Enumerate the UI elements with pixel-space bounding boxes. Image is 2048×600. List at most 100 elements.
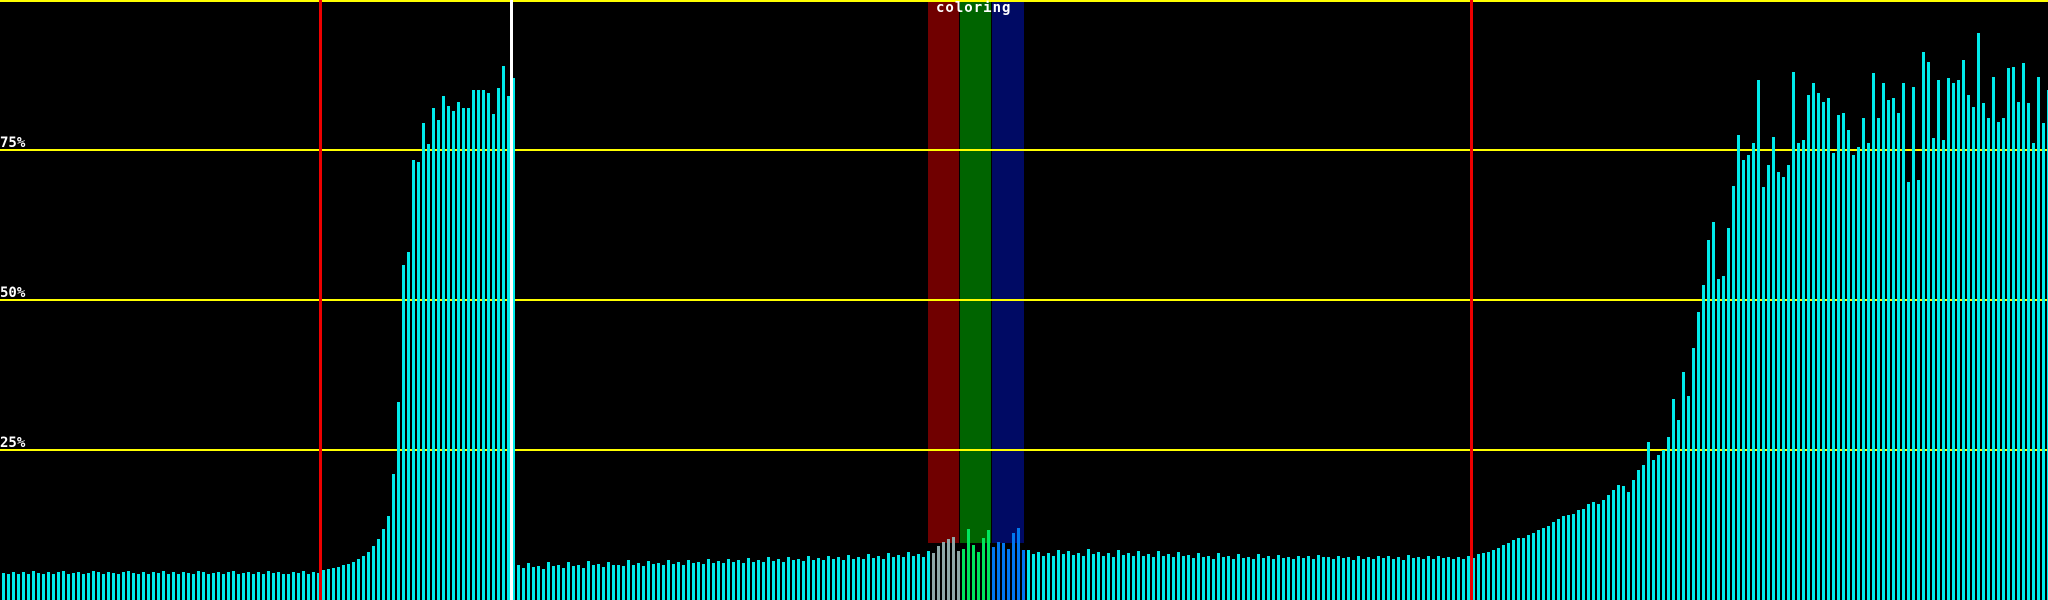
gridline-label-75: 75%	[0, 135, 26, 151]
histogram-bar	[402, 265, 405, 600]
histogram-bar	[77, 572, 80, 600]
histogram-bar	[1667, 437, 1670, 600]
histogram-bar	[1552, 522, 1555, 600]
histogram-bar	[367, 552, 370, 600]
histogram-bar	[182, 572, 185, 600]
histogram-bar	[1997, 122, 2000, 600]
histogram-bar	[127, 571, 130, 600]
histogram-bar	[487, 93, 490, 600]
histogram-bar	[1062, 554, 1065, 600]
histogram-bar	[542, 569, 545, 600]
histogram-bar	[247, 572, 250, 600]
histogram-bar	[957, 551, 960, 600]
histogram-bar	[1482, 553, 1485, 600]
histogram-bar	[1562, 516, 1565, 600]
marker-red-right	[1470, 0, 1473, 600]
histogram-bar	[1977, 33, 1980, 600]
histogram-bar	[1492, 550, 1495, 600]
histogram-bar	[1157, 551, 1160, 600]
histogram-bar	[592, 565, 595, 600]
histogram-bar	[1632, 480, 1635, 600]
histogram-bar	[87, 573, 90, 600]
histogram-bar	[1067, 551, 1070, 600]
histogram-bar	[117, 574, 120, 600]
histogram-bar	[457, 102, 460, 600]
histogram-bar	[1282, 558, 1285, 600]
histogram-bar	[382, 529, 385, 600]
histogram-bar	[357, 559, 360, 600]
histogram-bar	[452, 111, 455, 600]
histogram-bar	[707, 559, 710, 600]
histogram-bar	[297, 573, 300, 600]
histogram-bar	[92, 571, 95, 600]
histogram-bar	[347, 564, 350, 600]
histogram-bar	[1772, 137, 1775, 600]
histogram-bar	[17, 574, 20, 600]
histogram-bar	[1742, 160, 1745, 600]
histogram-bar	[1312, 559, 1315, 600]
histogram-bar	[287, 574, 290, 600]
histogram-bar	[2042, 123, 2045, 600]
histogram-bar	[777, 559, 780, 600]
histogram-bar	[1332, 559, 1335, 600]
histogram-bar	[572, 566, 575, 600]
histogram-bar	[1132, 556, 1135, 600]
histogram-bar	[187, 573, 190, 600]
histogram-bar	[877, 556, 880, 600]
histogram-bar	[1592, 502, 1595, 600]
histogram-bar	[757, 560, 760, 600]
histogram-bar	[1102, 556, 1105, 600]
histogram-bar	[1622, 486, 1625, 600]
histogram-bar	[1922, 52, 1925, 600]
histogram-bar	[1197, 553, 1200, 600]
histogram-bar	[1522, 538, 1525, 600]
histogram-bar	[1672, 399, 1675, 600]
histogram-bar	[1932, 138, 1935, 600]
histogram-bar	[1617, 485, 1620, 600]
histogram-bar	[157, 573, 160, 600]
histogram-bar	[682, 565, 685, 600]
histogram-bar	[282, 574, 285, 600]
histogram-bar	[1417, 557, 1420, 600]
histogram-bar	[1362, 559, 1365, 600]
histogram-bar	[547, 562, 550, 600]
histogram-bar	[1287, 557, 1290, 600]
histogram-bar	[1227, 556, 1230, 600]
histogram-bar	[1042, 556, 1045, 600]
histogram-bar	[522, 568, 525, 600]
histogram-bar	[442, 96, 445, 600]
histogram-bar	[1407, 555, 1410, 600]
histogram-bar	[842, 560, 845, 600]
histogram-bar	[292, 572, 295, 600]
histogram-bar	[412, 160, 415, 600]
histogram-bar	[2032, 143, 2035, 600]
histogram-bar	[417, 162, 420, 600]
histogram-bar	[1927, 62, 1930, 600]
histogram-bar	[952, 537, 955, 600]
histogram-bar	[1812, 83, 1815, 600]
histogram-bar	[42, 574, 45, 600]
histogram-bar	[162, 571, 165, 600]
histogram-bar	[892, 557, 895, 600]
histogram-bar	[137, 574, 140, 600]
histogram-bar	[1532, 533, 1535, 600]
histogram-bar	[1392, 559, 1395, 600]
histogram-bar	[1162, 556, 1165, 600]
histogram-bar	[27, 574, 30, 600]
histogram-bar	[1957, 80, 1960, 600]
coloring-label: coloring	[936, 0, 1012, 16]
histogram-bar	[207, 574, 210, 600]
histogram-bar	[257, 572, 260, 600]
histogram-bar	[2, 573, 5, 600]
histogram-bar	[822, 560, 825, 600]
histogram-bar	[702, 564, 705, 600]
histogram-bar	[677, 562, 680, 600]
histogram-bar	[1127, 553, 1130, 600]
histogram-bar	[482, 90, 485, 600]
histogram-bar	[1847, 130, 1850, 600]
histogram-bar	[1372, 559, 1375, 600]
histogram-bar	[327, 569, 330, 600]
histogram-bar	[212, 573, 215, 600]
histogram-bar	[1797, 143, 1800, 600]
histogram-bar	[972, 545, 975, 600]
